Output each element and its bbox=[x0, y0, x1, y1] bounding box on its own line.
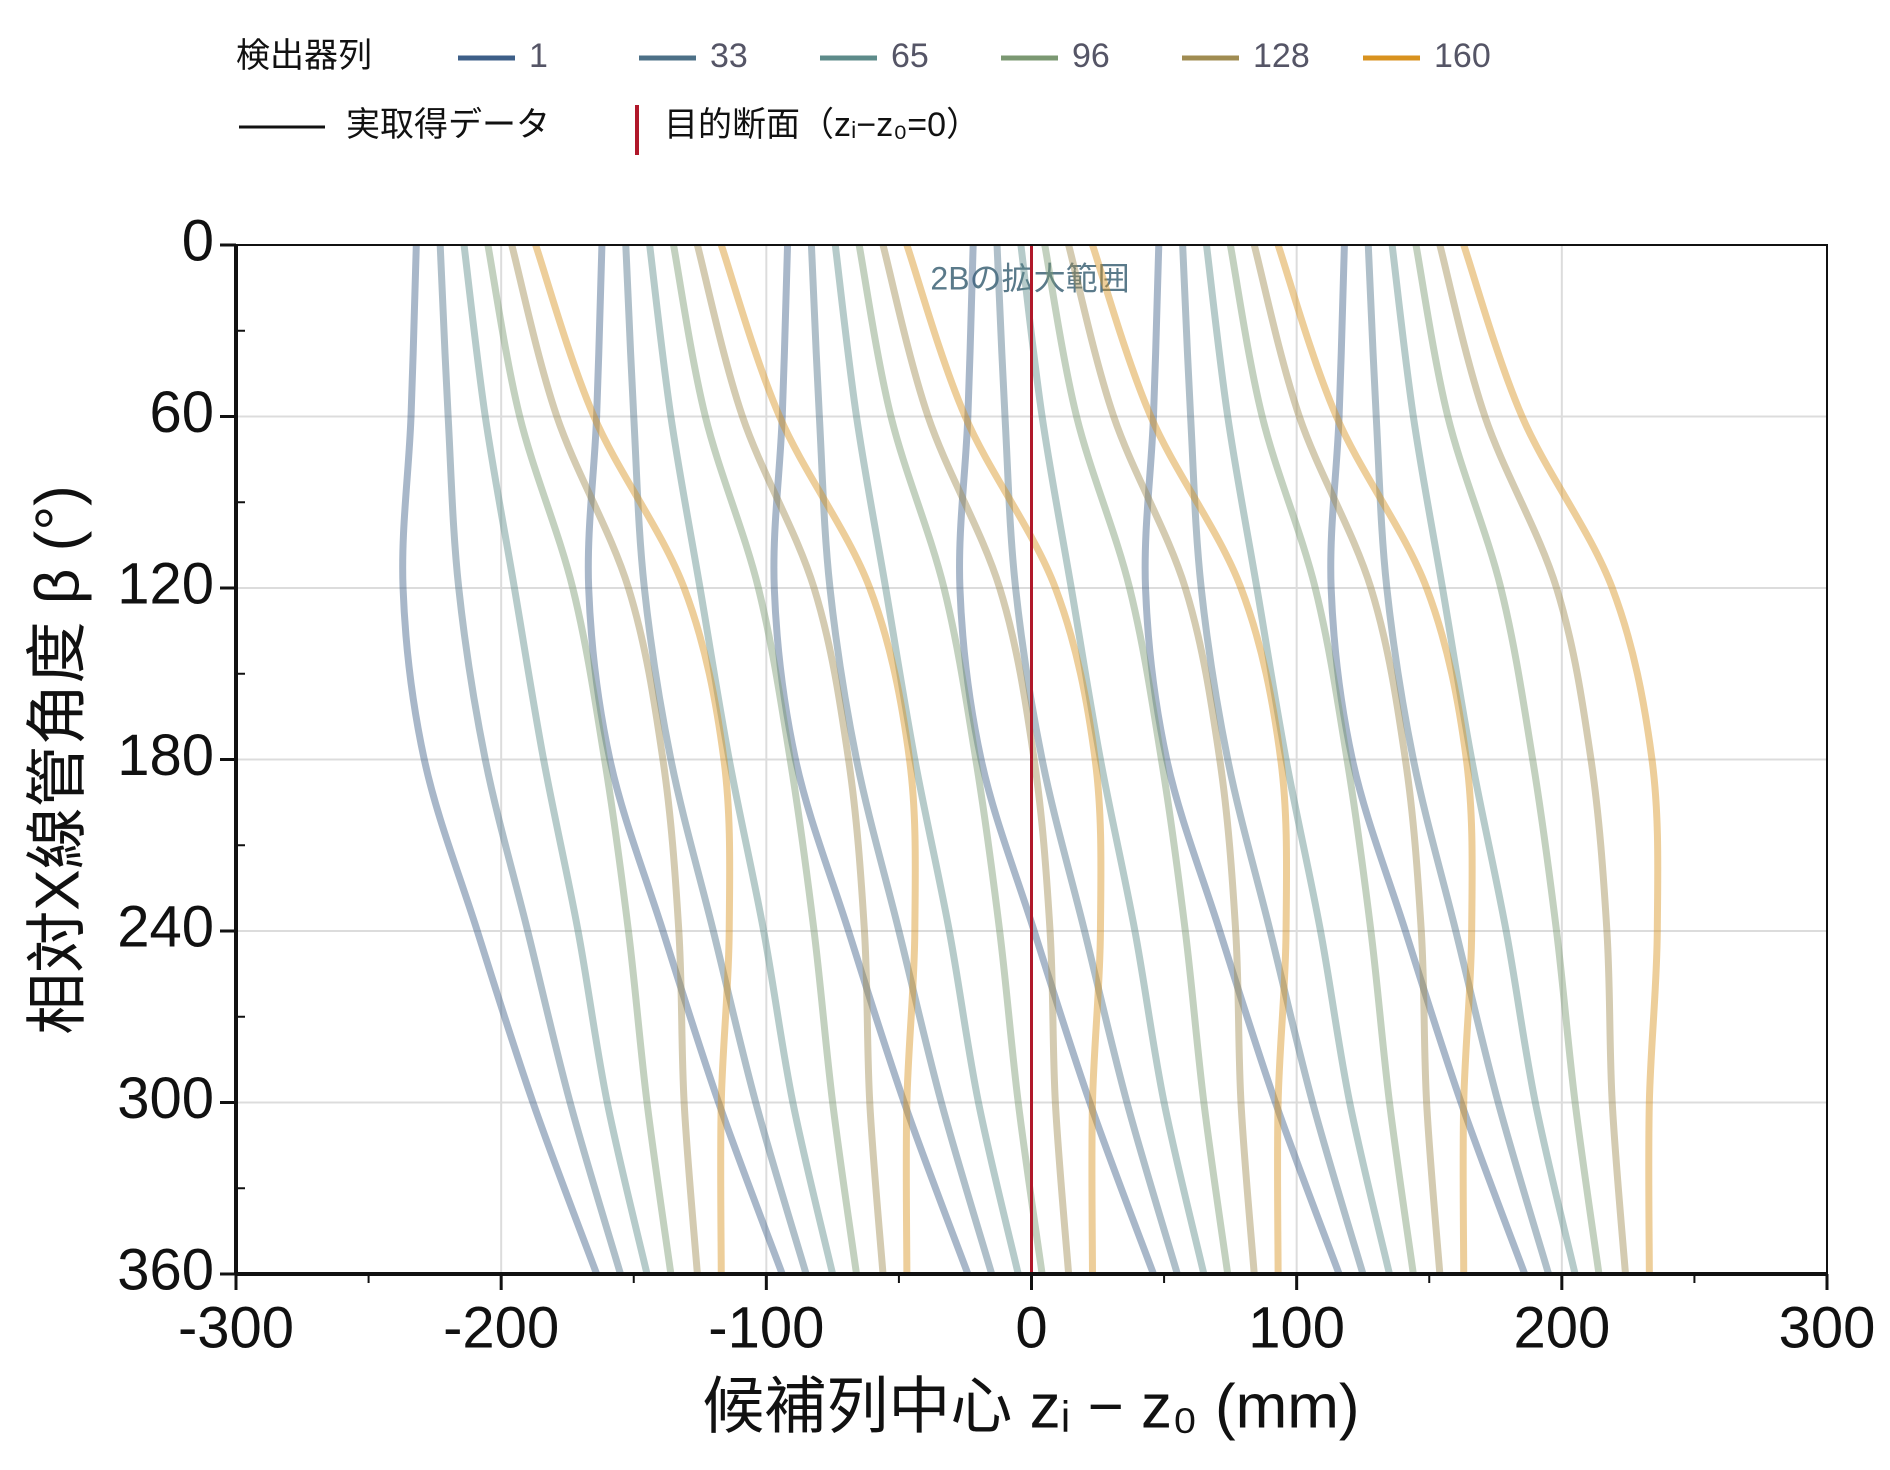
row-curve bbox=[1327, 244, 1528, 1276]
row-curve bbox=[622, 244, 810, 1275]
row-curve bbox=[1388, 244, 1579, 1275]
x-tick-label: 100 bbox=[1248, 1295, 1345, 1360]
y-tick-label: 0 bbox=[182, 208, 214, 273]
row-curve bbox=[670, 244, 860, 1275]
row-curve bbox=[1460, 243, 1662, 1275]
row-curve bbox=[460, 244, 651, 1275]
row-curve bbox=[1141, 244, 1343, 1276]
row-curve bbox=[807, 244, 996, 1275]
x-tick-label: -100 bbox=[708, 1295, 824, 1360]
row-curve bbox=[584, 244, 786, 1276]
row-curve bbox=[1226, 244, 1417, 1275]
row-curve bbox=[532, 243, 734, 1275]
row-curve bbox=[993, 244, 1181, 1275]
row-curve bbox=[770, 244, 972, 1276]
row-curve bbox=[1250, 244, 1444, 1275]
row-curve bbox=[1274, 243, 1476, 1275]
legend-label: 96 bbox=[1072, 37, 1110, 75]
row-curve bbox=[1089, 243, 1291, 1275]
legend-title: 検出器列 bbox=[236, 37, 372, 75]
row-curve bbox=[1364, 244, 1552, 1275]
x-tick-label: 300 bbox=[1779, 1295, 1876, 1360]
y-tick-label: 180 bbox=[117, 723, 214, 788]
y-tick-label: 60 bbox=[149, 380, 214, 445]
row-curve bbox=[1017, 244, 1208, 1275]
row-curve bbox=[855, 244, 1046, 1275]
x-tick-label: -200 bbox=[443, 1295, 559, 1360]
row-curve bbox=[903, 243, 1105, 1275]
legend-target: 目的断面（zᵢ−z₀=0） bbox=[664, 106, 980, 144]
row-curve bbox=[694, 244, 887, 1275]
x-tick-label: 200 bbox=[1513, 1295, 1610, 1360]
legend-measured: 実取得データ bbox=[346, 106, 550, 144]
row-curve bbox=[436, 244, 624, 1275]
x-tick-label: 0 bbox=[1015, 1295, 1047, 1360]
legend-label: 65 bbox=[891, 37, 929, 75]
x-tick-label: -300 bbox=[178, 1295, 294, 1360]
row-curve bbox=[646, 244, 837, 1275]
row-curve bbox=[879, 244, 1073, 1275]
y-tick-label: 240 bbox=[117, 894, 214, 959]
row-curve bbox=[1065, 244, 1258, 1275]
legend-label: 1 bbox=[529, 37, 548, 75]
row-curve bbox=[1041, 244, 1232, 1275]
row-curve bbox=[508, 244, 701, 1275]
row-curve bbox=[1436, 244, 1629, 1275]
row-curve bbox=[1179, 244, 1367, 1275]
y-axis-title: 相対X線管角度 β (°) bbox=[23, 485, 92, 1035]
row-curve bbox=[717, 243, 919, 1275]
row-curve bbox=[956, 244, 1157, 1276]
row-curve bbox=[1412, 244, 1603, 1275]
row-curve bbox=[831, 244, 1022, 1275]
y-tick-label: 360 bbox=[117, 1237, 214, 1302]
row-curve bbox=[1203, 244, 1393, 1275]
legend-label: 128 bbox=[1253, 37, 1310, 75]
row-curve bbox=[484, 244, 675, 1275]
legend-label: 33 bbox=[710, 37, 748, 75]
y-tick-label: 300 bbox=[117, 1066, 214, 1131]
x-axis-title: 候補列中心 zᵢ − z₀ (mm) bbox=[702, 1372, 1359, 1441]
y-tick-label: 120 bbox=[117, 551, 214, 616]
row-curve bbox=[399, 244, 600, 1276]
legend-label: 160 bbox=[1434, 37, 1491, 75]
